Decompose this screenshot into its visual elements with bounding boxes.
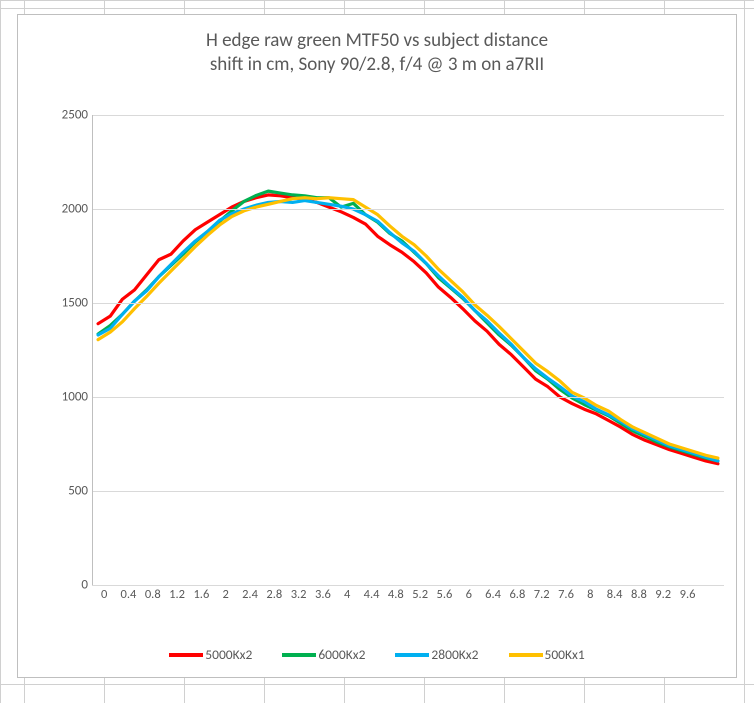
spreadsheet-canvas: H edge raw green MTF50 vs subject distan… bbox=[0, 0, 754, 703]
x-tick-label: 0 bbox=[101, 587, 107, 602]
series-500Kx1[interactable] bbox=[98, 198, 718, 458]
x-tick-label: 4.4 bbox=[364, 587, 380, 602]
x-tick-label: 1.6 bbox=[193, 587, 209, 602]
x-tick-label: 6 bbox=[466, 587, 472, 602]
gridline bbox=[92, 303, 724, 304]
legend-item-2800Kx2[interactable]: 2800Kx2 bbox=[395, 646, 478, 663]
plot-area bbox=[92, 115, 724, 585]
gridline bbox=[92, 115, 724, 116]
gridline bbox=[92, 491, 724, 492]
x-tick-label: 5.6 bbox=[437, 587, 453, 602]
x-tick-label: 7.6 bbox=[558, 587, 574, 602]
x-tick-label: 4.8 bbox=[388, 587, 404, 602]
legend-label: 2800Kx2 bbox=[431, 646, 478, 663]
x-tick-label: 8 bbox=[587, 587, 593, 602]
legend-label: 6000Kx2 bbox=[318, 646, 365, 663]
x-tick-label: 6.8 bbox=[509, 587, 525, 602]
legend-swatch bbox=[509, 653, 543, 657]
x-tick-label: 2 bbox=[223, 587, 229, 602]
y-tick-label: 0 bbox=[46, 578, 88, 593]
x-tick-label: 1.2 bbox=[169, 587, 185, 602]
legend-swatch bbox=[282, 653, 316, 657]
x-tick-label: 7.2 bbox=[534, 587, 550, 602]
legend-item-5000Kx2[interactable]: 5000Kx2 bbox=[169, 646, 252, 663]
x-tick-label: 8.8 bbox=[631, 587, 647, 602]
x-tick-label: 9.6 bbox=[680, 587, 696, 602]
x-tick-label: 0.8 bbox=[145, 587, 161, 602]
gridline bbox=[92, 397, 724, 398]
x-axis: 0 0.4 0.8 1.2 1.6 2 2.4 2.8 3.2 3.6 4 4.4 4.8 5.2 5.6 6… bbox=[92, 585, 724, 605]
legend-swatch bbox=[169, 653, 203, 657]
x-tick-label: 6.4 bbox=[485, 587, 501, 602]
chart-frame[interactable]: H edge raw green MTF50 vs subject distan… bbox=[17, 14, 737, 678]
y-tick-label: 500 bbox=[46, 484, 88, 499]
legend-item-500Kx1[interactable]: 500Kx1 bbox=[509, 646, 585, 663]
x-tick-label: 3.6 bbox=[315, 587, 331, 602]
chart-title-line2: shift in cm, Sony 90/2.8, f/4 @ 3 m on a… bbox=[18, 53, 736, 77]
y-axis-line bbox=[92, 115, 93, 585]
legend: 5000Kx2 6000Kx2 2800Kx2 500Kx1 bbox=[18, 646, 736, 663]
legend-swatch bbox=[395, 653, 429, 657]
y-tick-label: 1000 bbox=[46, 390, 88, 405]
y-axis: 05001000150020002500 bbox=[46, 115, 92, 605]
series-lines bbox=[92, 115, 724, 585]
x-tick-label: 2.8 bbox=[266, 587, 282, 602]
y-tick-label: 2500 bbox=[46, 108, 88, 123]
x-tick-label: 9.2 bbox=[655, 587, 671, 602]
y-tick-label: 1500 bbox=[46, 296, 88, 311]
chart-title-line1: H edge raw green MTF50 vs subject distan… bbox=[18, 29, 736, 53]
y-tick-label: 2000 bbox=[46, 202, 88, 217]
sheet-row-line bbox=[0, 684, 754, 685]
legend-label: 500Kx1 bbox=[545, 646, 585, 663]
x-tick-label: 5.2 bbox=[412, 587, 428, 602]
x-tick-label: 8.4 bbox=[607, 587, 623, 602]
x-tick-label: 0.4 bbox=[121, 587, 137, 602]
x-tick-label: 4 bbox=[344, 587, 350, 602]
legend-item-6000Kx2[interactable]: 6000Kx2 bbox=[282, 646, 365, 663]
x-tick-label: 2.4 bbox=[242, 587, 258, 602]
x-tick-label: 3.2 bbox=[291, 587, 307, 602]
sheet-row-line bbox=[0, 8, 754, 9]
legend-label: 5000Kx2 bbox=[205, 646, 252, 663]
plot-wrap: 05001000150020002500 00.40.81.21.622.42.… bbox=[46, 115, 724, 605]
chart-title: H edge raw green MTF50 vs subject distan… bbox=[18, 29, 736, 77]
sheet-row-line bbox=[0, 0, 754, 1]
sheet-col-line bbox=[0, 0, 1, 703]
sheet-col-line bbox=[744, 0, 745, 703]
gridline bbox=[92, 209, 724, 210]
